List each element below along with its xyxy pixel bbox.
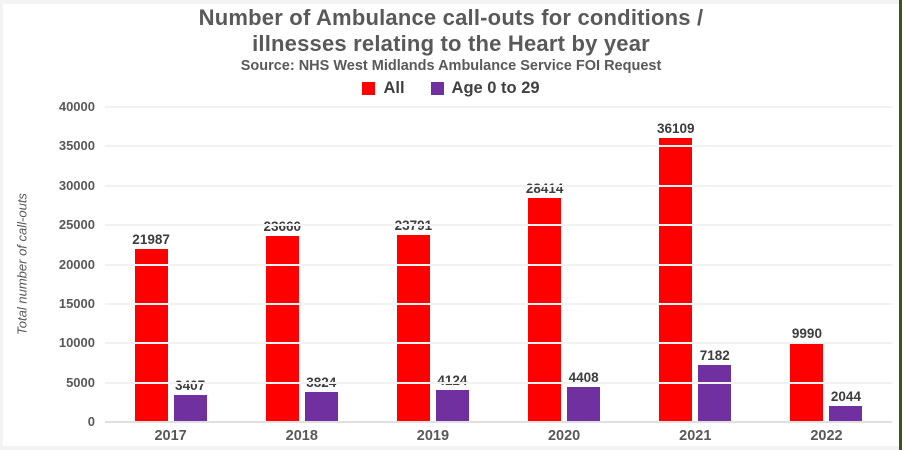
legend-swatch-icon [362, 82, 376, 95]
bar-age-0-to-29-2022: 2044 [829, 389, 863, 422]
bar-age-0-to-29-2019: 4124 [435, 373, 469, 422]
gridline-25000 [105, 224, 892, 227]
bar-all-2021: 36109 [657, 121, 695, 422]
bar-value-label: 2044 [830, 388, 861, 404]
gridline-15000 [105, 302, 892, 305]
bar-value-label: 23660 [263, 218, 302, 234]
bar-groups: 21987 3407 23660 3824 23791 4124 28414 4408 3610… [105, 107, 892, 422]
chart-title-line1: Number of Ambulance call-outs for condit… [198, 5, 704, 30]
bar-value-label: 4124 [437, 372, 468, 388]
y-tick-label: 35000 [58, 138, 95, 154]
y-tick-label: 40000 [58, 99, 95, 114]
gridline-10000 [105, 342, 892, 345]
bar-value-label: 7182 [699, 348, 730, 364]
y-tick-label: 5000 [66, 374, 95, 390]
bar-group-2018: 23660 3824 [236, 107, 367, 422]
bar-all-2019: 23791 [395, 218, 432, 422]
bar-value-label: 9990 [791, 326, 822, 342]
x-axis-label-2019: 2019 [416, 428, 450, 444]
bar-age-0-to-29-2020: 4408 [567, 370, 601, 422]
plot-area: 21987 3407 23660 3824 23791 4124 28414 4408 3610… [105, 106, 892, 423]
bar-all-2018: 23660 [263, 219, 301, 422]
bar-age-0-to-29-2021: 7182 [698, 348, 732, 422]
legend-item-all: All [362, 79, 405, 98]
y-tick-label: 0 [87, 414, 95, 429]
y-tick-label: 20000 [58, 256, 95, 272]
bar-group-2017: 21987 3407 [105, 107, 236, 422]
frame-edge-right [899, 0, 902, 450]
chart-title: Number of Ambulance call-outs for condit… [101, 5, 801, 58]
legend-item-age-0-to-29: Age 0 to 29 [430, 79, 540, 98]
chart-title-line2: illnesses relating to the Heart by year [252, 31, 650, 57]
bar-age-0-to-29-2017: 3407 [173, 378, 207, 422]
bar-value-label: 21987 [132, 231, 170, 247]
frame-edge-bottom [0, 446, 902, 450]
y-tick-label: 10000 [58, 335, 95, 351]
bar-value-label: 36109 [656, 120, 695, 136]
x-axis-label-2017: 2017 [154, 428, 187, 444]
legend-label: All [383, 79, 405, 97]
gridline-30000 [105, 184, 892, 187]
bar-group-2019: 23791 4124 [367, 107, 498, 422]
bar-value-label: 3407 [175, 378, 206, 394]
chart-legend: All Age 0 to 29 [0, 79, 902, 98]
frame-edge-left [0, 0, 3, 450]
legend-label: Age 0 to 29 [451, 79, 540, 97]
bar-all-2017: 21987 [132, 232, 170, 422]
x-axis-label-2018: 2018 [285, 428, 318, 444]
gridline-5000 [105, 381, 892, 384]
gridline-0 [105, 421, 892, 423]
x-axis-label-2020: 2020 [547, 428, 581, 444]
chart-subtitle: Source: NHS West Midlands Ambulance Serv… [240, 58, 662, 74]
gridline-35000 [105, 145, 892, 148]
x-axis-label-2021: 2021 [679, 428, 712, 444]
bar-value-label: 28414 [525, 181, 564, 197]
frame-edge-top [0, 0, 902, 4]
y-tick-label: 25000 [58, 217, 95, 233]
x-axis-labels: 2017 2018 2019 2020 2021 2022 [105, 428, 892, 444]
legend-swatch-icon [430, 82, 444, 95]
x-axis-label-2022: 2022 [810, 428, 843, 444]
y-tick-label: 15000 [58, 295, 95, 311]
gridline-40000 [105, 106, 892, 108]
bar-value-label: 4408 [568, 370, 599, 386]
bar-group-2020: 28414 4408 [499, 107, 630, 422]
bar-age-0-to-29-2018: 3824 [304, 375, 338, 422]
gridline-20000 [105, 263, 892, 266]
bar-all-2020: 28414 [526, 181, 563, 422]
y-tick-label: 30000 [58, 177, 95, 193]
